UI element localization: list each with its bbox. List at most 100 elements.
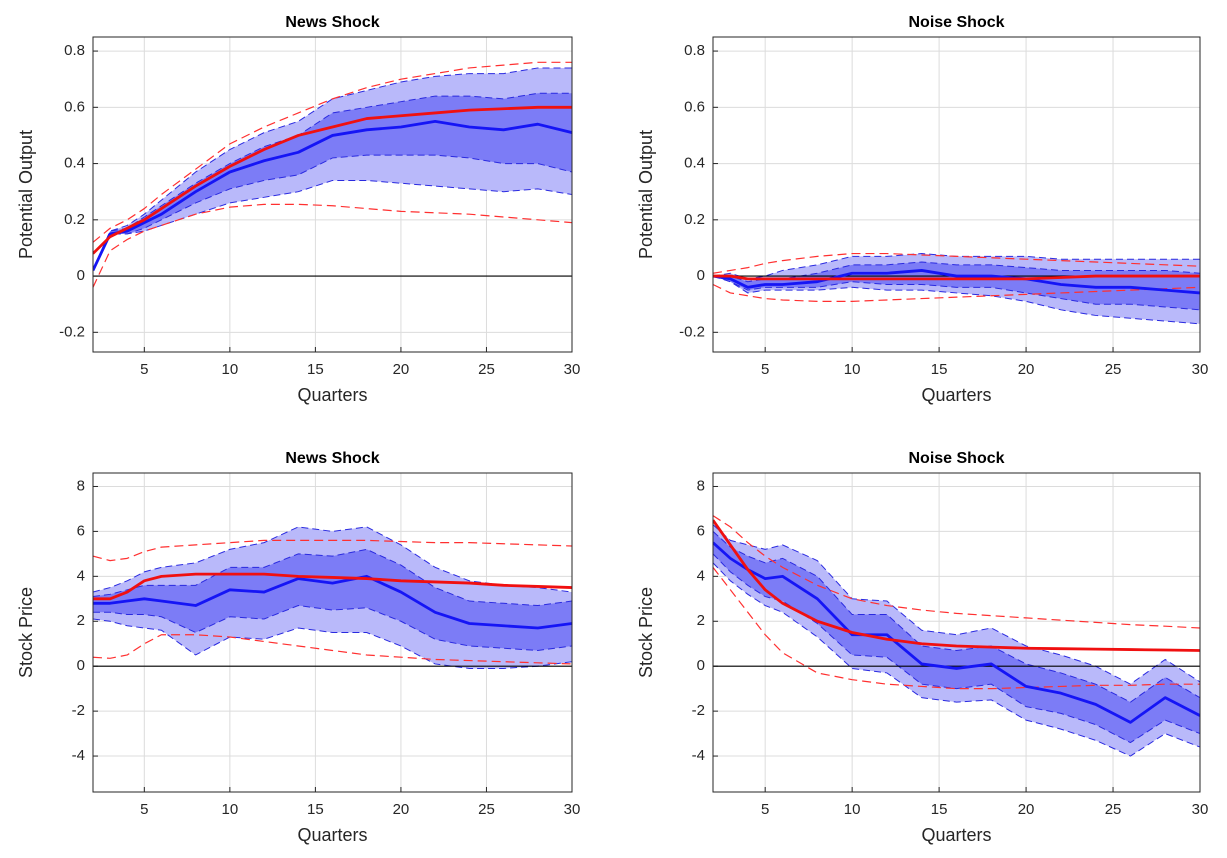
- band-edge: [93, 179, 572, 271]
- y-tick-label: -4: [72, 747, 85, 764]
- y-tick-label: -2: [692, 702, 705, 719]
- y-tick-label: 0.6: [684, 98, 705, 115]
- band-edge: [713, 531, 1200, 703]
- bound-line: [713, 283, 1200, 302]
- x-tick-label: 30: [564, 361, 581, 378]
- line: [93, 574, 572, 630]
- x-tick-label: 5: [140, 801, 148, 818]
- band-edge: [713, 253, 1200, 280]
- x-tick-label: 15: [931, 361, 948, 378]
- y-tick-label: 0.8: [64, 42, 85, 59]
- y-axis-label: Potential Output: [636, 130, 656, 259]
- y-tick-label: 8: [697, 477, 705, 494]
- band-edge: [713, 524, 1200, 685]
- x-tick-label: 10: [222, 361, 239, 378]
- x-tick-label: 20: [393, 801, 410, 818]
- y-tick-label: 2: [697, 612, 705, 629]
- x-tick-label: 30: [1192, 801, 1209, 818]
- line: [713, 269, 1200, 295]
- subplot: Noise Shock Quarters Potential Output 5 10 15…: [636, 14, 1209, 405]
- band-edge: [713, 275, 1200, 325]
- y-tick-label: 6: [77, 522, 85, 539]
- y-axis-label: Stock Price: [16, 587, 36, 678]
- x-tick-label: 20: [393, 361, 410, 378]
- line: [713, 519, 1200, 652]
- band-edge: [93, 618, 572, 669]
- x-tick-label: 25: [478, 361, 495, 378]
- x-tick-label: 5: [140, 361, 148, 378]
- plot-area: [713, 252, 1200, 325]
- band: [93, 93, 572, 271]
- axes-box: [712, 36, 1201, 353]
- x-tick-label: 5: [761, 801, 769, 818]
- bound-line: [713, 515, 1200, 629]
- y-tick-label: 0.2: [684, 211, 705, 228]
- y-tick-label: 0: [697, 657, 705, 674]
- y-tick-label: 4: [77, 567, 85, 584]
- bound-line: [93, 61, 572, 243]
- axes-box: [92, 472, 573, 793]
- band-edge: [93, 154, 572, 271]
- band-edge: [713, 553, 1200, 744]
- y-tick-label: 8: [77, 477, 85, 494]
- x-tick-label: 25: [1105, 801, 1122, 818]
- x-tick-label: 15: [307, 361, 324, 378]
- bound-line: [93, 203, 572, 288]
- x-axis-label: Quarters: [297, 825, 367, 845]
- y-tick-label: 0.4: [684, 155, 705, 172]
- y-tick-label: 0.8: [684, 42, 705, 59]
- y-tick-label: -0.2: [679, 323, 705, 340]
- x-tick-label: 5: [761, 361, 769, 378]
- chart-title: News Shock: [285, 450, 379, 467]
- band-edge: [713, 562, 1200, 757]
- axes-box: [712, 472, 1201, 793]
- x-axis-label: Quarters: [921, 825, 991, 845]
- band: [93, 549, 572, 651]
- y-tick-label: 0.6: [64, 98, 85, 115]
- y-axis-label: Potential Output: [16, 130, 36, 259]
- x-tick-label: 20: [1018, 801, 1035, 818]
- y-tick-label: 2: [77, 612, 85, 629]
- y-tick-label: 6: [697, 522, 705, 539]
- x-axis-label: Quarters: [921, 385, 991, 405]
- band-edge: [93, 526, 572, 593]
- subplot: News Shock Quarters Potential Output 5 10 15 2…: [16, 14, 581, 405]
- line: [93, 105, 572, 255]
- axes-box: [92, 36, 573, 353]
- bound-line: [713, 252, 1200, 274]
- y-tick-label: -4: [692, 747, 705, 764]
- x-tick-label: 30: [1192, 361, 1209, 378]
- y-tick-label: 0.2: [64, 211, 85, 228]
- y-tick-label: 0: [697, 267, 705, 284]
- y-axis-label: Stock Price: [636, 587, 656, 678]
- x-axis-label: Quarters: [297, 385, 367, 405]
- x-tick-label: 10: [844, 361, 861, 378]
- x-tick-label: 15: [931, 801, 948, 818]
- chart-title: Noise Shock: [908, 450, 1004, 467]
- band-edge: [93, 605, 572, 651]
- y-tick-label: 0: [77, 267, 85, 284]
- line: [93, 572, 572, 601]
- band-edge: [93, 67, 572, 271]
- bound-line: [93, 539, 572, 562]
- y-tick-label: 4: [697, 567, 705, 584]
- line: [713, 541, 1200, 724]
- chart-title: News Shock: [285, 14, 379, 31]
- plot-area: [93, 61, 572, 288]
- x-tick-label: 20: [1018, 361, 1035, 378]
- band-edge: [93, 548, 572, 607]
- y-tick-label: -0.2: [59, 323, 85, 340]
- band-edge: [713, 275, 1200, 311]
- band: [713, 531, 1200, 743]
- y-tick-label: -2: [72, 702, 85, 719]
- x-tick-label: 30: [564, 801, 581, 818]
- plot-area: [713, 515, 1200, 757]
- line: [93, 119, 572, 272]
- x-tick-label: 10: [222, 801, 239, 818]
- x-tick-label: 25: [1105, 361, 1122, 378]
- x-tick-label: 10: [844, 801, 861, 818]
- x-tick-label: 25: [478, 801, 495, 818]
